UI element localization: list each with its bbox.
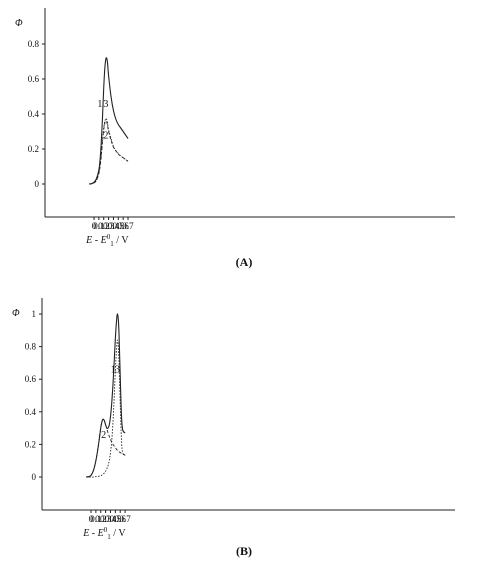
y-tick-label: 0.4 [28,109,40,119]
panel-label: (A) [236,255,253,269]
x-tick-label: 0.6 [115,514,127,524]
x-tick-label: 0.7 [119,514,131,524]
x-tick-label: 0.5 [110,514,122,524]
x-tick-label: 0 [89,514,94,524]
y-tick-label: 0.2 [25,439,36,449]
y-axis-label: Φ [12,308,20,319]
y-tick-label: 0 [35,179,40,189]
x-tick-label: 0.5 [113,221,125,231]
x-axis-label: E - E01 / V [82,526,126,541]
curve-label-2: 2 [101,430,106,441]
x-tick-label: 0.1 [90,514,101,524]
curve-label-2: 2 [103,131,108,142]
curve-label-1: 1 [97,99,102,110]
x-tick-label: 0.2 [95,514,106,524]
series-line-3 [89,117,129,185]
series-line-1 [86,313,126,478]
x-tick-label: 0 [92,221,97,231]
x-tick-label: 0.7 [122,221,134,231]
y-tick-label: 0.8 [28,39,40,49]
x-tick-label: 0.2 [98,221,109,231]
x-tick-label: 0.4 [108,221,120,231]
series-line-1 [89,57,129,185]
x-tick-label: 0.4 [105,514,117,524]
x-axis-label: E - E01 / V [85,233,129,248]
chart-panel-a: 00.20.40.60.800.10.20.30.40.50.60.7ΦE - … [15,8,455,269]
y-tick-label: 1 [32,309,37,319]
y-axis-label: Φ [15,18,23,29]
x-tick-label: 0.3 [100,514,112,524]
y-tick-label: 0.2 [28,144,39,154]
x-tick-label: 0.1 [93,221,104,231]
panel-label: (B) [236,544,252,558]
curve-label-3: 3 [115,365,120,376]
curve-label-1: 1 [111,365,116,376]
y-tick-label: 0.4 [25,407,37,417]
series-line-3 [86,339,126,478]
y-tick-label: 0.6 [25,374,37,384]
curve-label-3: 3 [103,99,108,110]
series-line-2 [86,418,126,478]
y-tick-label: 0.8 [25,342,37,352]
y-tick-label: 0.6 [28,74,40,84]
x-tick-label: 0.6 [118,221,130,231]
x-tick-label: 0.3 [103,221,115,231]
y-tick-label: 0 [32,472,37,482]
